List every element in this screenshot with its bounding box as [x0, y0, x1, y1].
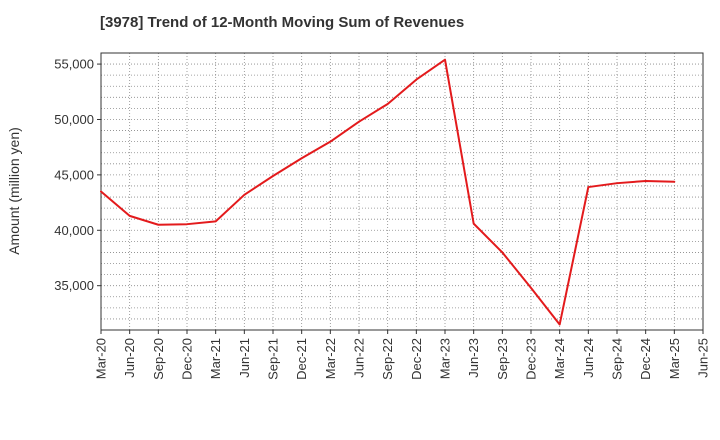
y-tick-label: 40,000	[54, 223, 94, 238]
x-tick-label: Jun-25	[696, 338, 711, 378]
x-tick-label: Jun-20	[122, 338, 137, 378]
data-point	[329, 141, 331, 143]
data-point	[387, 103, 389, 105]
data-point	[272, 175, 274, 177]
x-tick-label: Mar-23	[438, 338, 453, 379]
x-tick-label: Dec-23	[524, 338, 539, 380]
data-point	[301, 157, 303, 159]
y-tick-label: 50,000	[54, 112, 94, 127]
data-point	[530, 287, 532, 289]
series-group	[100, 58, 676, 326]
y-tick-label: 45,000	[54, 167, 94, 182]
data-point	[473, 223, 475, 225]
data-point	[358, 121, 360, 123]
series-line	[100, 58, 676, 326]
y-tick-label: 55,000	[54, 57, 94, 72]
data-point	[587, 186, 589, 188]
x-tick-label: Dec-21	[294, 338, 309, 380]
x-tick-label: Mar-24	[552, 338, 567, 379]
y-tick-label: 35,000	[54, 278, 94, 293]
data-point	[501, 251, 503, 253]
x-tick-label: Sep-20	[151, 338, 166, 380]
x-tick-label: Sep-24	[610, 338, 625, 380]
data-point	[100, 191, 102, 193]
x-tick-label: Dec-20	[180, 338, 195, 380]
data-point	[157, 224, 159, 226]
chart-title: [3978] Trend of 12-Month Moving Sum of R…	[100, 14, 465, 31]
data-point	[645, 180, 647, 182]
x-tick-label: Jun-23	[466, 338, 481, 378]
x-tick-label: Dec-22	[409, 338, 424, 380]
x-tick-label: Mar-22	[323, 338, 338, 379]
plot-frame	[100, 52, 704, 331]
x-axis-ticks: Mar-20 Jun-20 Sep-20 Dec-20 Mar-21 Jun-21 Sep-…	[94, 330, 711, 380]
data-point	[415, 79, 417, 81]
x-tick-label: Sep-22	[380, 338, 395, 380]
x-tick-label: Mar-21	[208, 338, 223, 379]
data-point	[616, 182, 618, 184]
data-point	[243, 194, 245, 196]
data-point	[186, 223, 188, 225]
data-point	[559, 323, 561, 325]
x-tick-label: Mar-25	[667, 338, 682, 379]
x-tick-label: Sep-21	[266, 338, 281, 380]
grid-lines	[101, 53, 703, 330]
x-tick-label: Jun-22	[352, 338, 367, 378]
data-point	[444, 59, 446, 61]
x-tick-label: Sep-23	[495, 338, 510, 380]
data-point	[673, 181, 675, 183]
data-point	[215, 220, 217, 222]
data-point	[129, 215, 131, 217]
y-axis-ticks: 35,000 40,000 45,000 50,000 55,000	[54, 57, 101, 293]
x-tick-label: Jun-24	[581, 338, 596, 378]
x-tick-label: Jun-21	[237, 338, 252, 378]
x-tick-label: Dec-24	[638, 338, 653, 380]
x-tick-label: Mar-20	[94, 338, 109, 379]
